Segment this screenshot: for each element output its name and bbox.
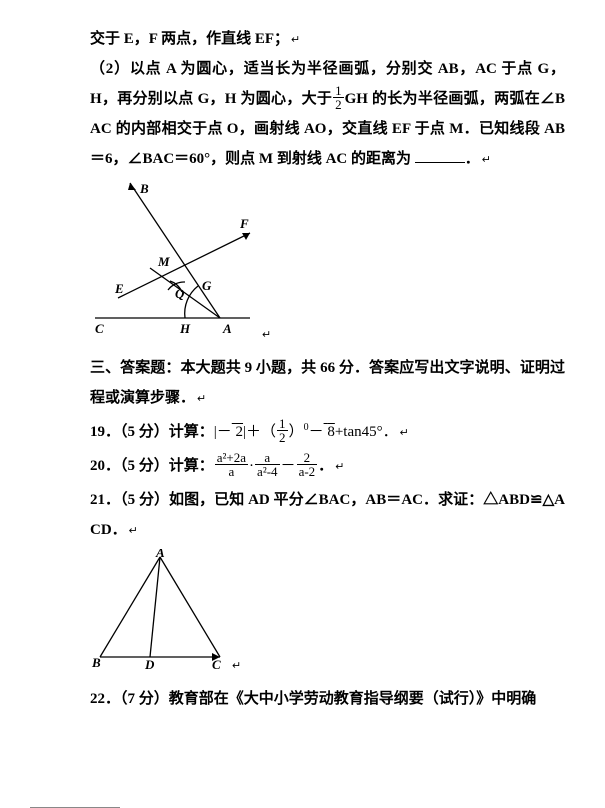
q19-expr-a: |－ [214,424,232,440]
return-icon: ↵ [335,461,344,473]
question-19: 19．（5 分）计算：|－ 2|＋（12）0－ 8+tan45°．↵ [90,417,565,447]
label-B2: B [91,655,101,669]
return-icon: ↵ [262,329,271,341]
answer-blank [415,144,465,163]
label-M: M [157,254,170,269]
q20-frac3: 2a-2 [297,451,318,478]
q19-expr-b: |＋（ [243,424,276,440]
return-icon: ↵ [197,393,206,405]
fraction-half: 12 [277,417,288,444]
q19-label: 19．（5 分）计算： [90,424,214,440]
q22-text: 22．（7 分）教育部在《大中小学劳动教育指导纲要（试行）》中明确 [90,691,536,707]
return-icon: ↵ [129,525,138,537]
label-A2: A [155,549,165,560]
return-icon: ↵ [291,34,300,46]
q20-frac1: a²+2aa [215,451,248,478]
label-B: B [139,181,149,196]
q20-minus: － [281,458,296,474]
q20-label: 20．（5 分）计算： [90,458,214,474]
text-p1: 交于 E，F 两点，作直线 EF； [90,31,289,47]
label-D2: D [144,657,155,669]
figure-angle-construction: B F M E Q G C H A ↵ [90,178,565,349]
text-p2c: ． [465,151,480,167]
return-icon: ↵ [400,427,409,439]
label-F: F [239,216,249,231]
q19-expr-e: +tan45°． [335,424,398,440]
return-icon: ↵ [482,154,491,166]
figure-triangle-abd-acd: A B D C ↵ [90,549,565,680]
question-20: 20．（5 分）计算：a²+2aa·aa²-4－2a-2．↵ [90,451,565,481]
question-21: 21．（5 分）如图，已知 AD 平分∠BAC，AB＝AC．求证：△ABD≌△A… [90,485,565,545]
q19-expr-c: ） [289,424,304,440]
label-C2: C [212,657,221,669]
q21-text: 21．（5 分）如图，已知 AD 平分∠BAC，AB＝AC．求证：△ABD≌△A… [90,492,565,538]
text-section3: 三、答案题：本大题共 9 小题，共 66 分．答案应写出文字说明、证明过程或演算… [90,360,565,406]
q20-end: ． [318,458,333,474]
label-Q: Q [175,286,185,301]
label-A: A [222,321,232,336]
label-C: C [95,321,104,336]
q20-dot: · [249,458,254,474]
label-H: H [179,321,191,336]
q20-frac2: aa²-4 [255,451,280,478]
label-G: G [202,278,212,293]
figure-1-svg: B F M E Q G C H A [90,178,260,338]
figure-2-svg: A B D C [90,549,230,669]
fraction-half-gh: 12 [333,84,344,111]
section-3-heading: 三、答案题：本大题共 9 小题，共 66 分．答案应写出文字说明、证明过程或演算… [90,353,565,413]
sqrt-8: 8 [324,424,335,440]
label-E: E [114,281,124,296]
sqrt-2: 2 [232,424,243,440]
question-22: 22．（7 分）教育部在《大中小学劳动教育指导纲要（试行）》中明确 [90,684,565,714]
paragraph-line-1: 交于 E，F 两点，作直线 EF；↵ [90,24,565,54]
paragraph-2: （2）以点 A 为圆心，适当长为半径画弧，分别交 AB，AC 于点 G，H，再分… [90,54,565,174]
page: 交于 E，F 两点，作直线 EF；↵ （2）以点 A 为圆心，适当长为半径画弧，… [0,0,605,808]
q19-expr-d: － [309,424,324,440]
return-icon: ↵ [232,660,241,672]
